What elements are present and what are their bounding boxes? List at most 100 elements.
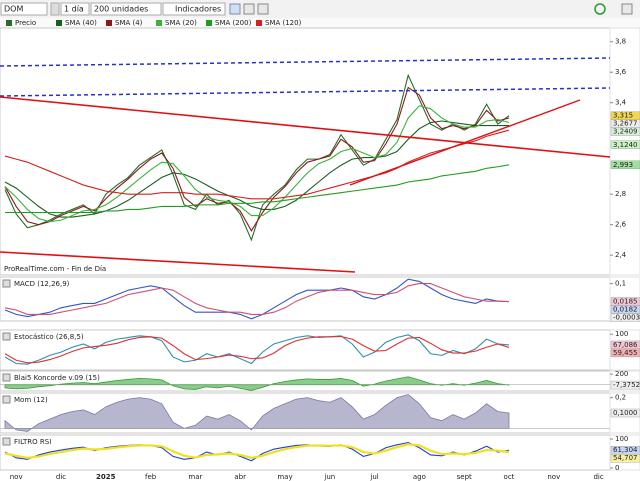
price-marker	[610, 160, 640, 169]
panel	[0, 27, 611, 276]
units[interactable]: 200 unidades	[94, 5, 148, 14]
y-tick-label: 3,8	[615, 38, 626, 46]
y-tick-label: 100	[615, 435, 628, 443]
trend-line	[0, 57, 611, 67]
x-tick-label: dic	[593, 473, 603, 481]
trend-line	[0, 96, 611, 158]
price-marker	[610, 127, 640, 136]
price-marker-label: 67,086	[613, 341, 638, 349]
panel-title: Blai5 Koncorde v.09 (15)	[14, 374, 100, 382]
price-marker-label: 0,0182	[613, 306, 638, 314]
legend-label: SMA (4)	[115, 19, 143, 27]
refresh-icon[interactable]	[594, 3, 606, 15]
panel-title: MACD (12,26,9)	[14, 280, 70, 288]
y-tick-label: 0	[615, 464, 619, 472]
price-marker	[610, 454, 640, 463]
panel-icon	[2, 279, 11, 288]
price-marker-label: 3,2409	[613, 128, 638, 136]
period-box[interactable]	[60, 2, 90, 16]
series-line	[4, 86, 510, 232]
x-tick-label: jul	[369, 473, 378, 481]
menu-icon[interactable]	[50, 2, 60, 16]
tool-icon[interactable]	[257, 3, 269, 15]
drawings	[0, 57, 611, 273]
symbol-box[interactable]	[0, 2, 48, 16]
x-tick-label: ago	[413, 473, 426, 481]
panel	[0, 434, 611, 471]
series-line	[4, 443, 510, 459]
x-tick-label: nov	[10, 473, 23, 481]
price-marker	[610, 380, 640, 390]
legend-label: SMA (20)	[165, 19, 197, 27]
legend-swatch	[156, 20, 162, 26]
x-tick-label: oct	[504, 473, 515, 481]
price-marker	[610, 408, 640, 418]
series-line	[4, 278, 510, 320]
units-box[interactable]	[90, 2, 162, 16]
toolbar: DOM 1 día 200 unidades Indicadores	[0, 0, 640, 18]
x-tick-label: may	[277, 473, 292, 481]
legend-swatch	[106, 20, 112, 26]
series-line	[4, 335, 510, 364]
plot: 3,8 3,6 3,4 2,8 2,6 2,4 Precio SMA (40) SMA (4) S…	[0, 18, 640, 481]
y-tick-label: 3,4	[615, 99, 627, 107]
price-marker-label: 3,2677	[613, 120, 638, 128]
legend-swatch	[56, 20, 62, 26]
panel-icon	[2, 395, 11, 404]
y-tick-label: 2,4	[615, 251, 627, 259]
x-tick-label: dic	[56, 473, 66, 481]
legend-swatch	[256, 20, 262, 26]
panel-title: Estocástico (26,8,5)	[14, 333, 84, 341]
panel-icon	[2, 373, 11, 382]
price-marker-label: 54,707	[613, 454, 638, 462]
price-marker	[610, 348, 640, 358]
tool-icon[interactable]	[621, 3, 633, 15]
x-tick-label: feb	[145, 473, 157, 481]
price-marker-label: -0,0003	[613, 314, 640, 322]
price-marker-label: 0,1000	[613, 409, 638, 417]
y-tick-label: 0,1	[615, 280, 626, 288]
tool-icon[interactable]	[229, 3, 241, 15]
period[interactable]: 1 día	[64, 5, 84, 14]
indicators-box[interactable]	[162, 2, 226, 16]
symbol[interactable]: DOM	[4, 5, 23, 14]
series-line	[4, 129, 510, 200]
panel	[0, 276, 611, 322]
price-marker-label: 61,304	[613, 446, 638, 454]
panel-title: Mom (12)	[14, 396, 48, 404]
price-marker-label: -7,3752	[613, 381, 640, 389]
y-tick-label: 100	[615, 330, 628, 338]
price-marker-label: 0,0185	[613, 298, 638, 306]
area	[4, 376, 510, 391]
x-tick-label: 2025	[96, 473, 116, 481]
panel-icon	[2, 332, 11, 341]
price-marker	[610, 140, 640, 149]
trend-line	[349, 99, 581, 186]
x-tick-label: sept	[457, 473, 472, 481]
series-line	[5, 164, 510, 214]
y-tick-label: 3,6	[615, 68, 627, 76]
price-marker-label: 3,315	[613, 112, 633, 120]
x-tick-label: abr	[234, 473, 246, 481]
source: ProRealTime.com - Fin de Día	[4, 265, 106, 273]
trend-line	[0, 87, 611, 97]
x-tick-label: jun	[323, 473, 335, 481]
indicators[interactable]: Indicadores	[175, 5, 221, 14]
legend-label: SMA (200)	[215, 19, 252, 27]
y-tick-label: 200	[615, 370, 628, 378]
x-tick-label: nov	[547, 473, 560, 481]
tool-icon[interactable]	[243, 3, 255, 15]
series-line	[4, 283, 510, 315]
y-tick-label: 2,6	[615, 221, 627, 229]
series-line	[4, 105, 510, 223]
series-line	[4, 120, 509, 218]
price-marker	[610, 313, 640, 322]
legend-label: SMA (120)	[265, 19, 302, 27]
panel-title: FILTRO RSI	[14, 438, 51, 446]
axis-area	[609, 27, 640, 276]
y-tick-label: 2,8	[615, 190, 626, 198]
price-marker-label: 2,993	[613, 161, 633, 169]
legend-swatch	[6, 20, 12, 26]
